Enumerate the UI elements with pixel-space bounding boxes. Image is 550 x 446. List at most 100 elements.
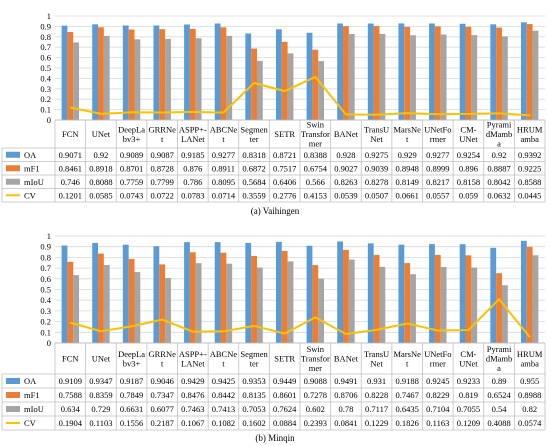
category-label-swin-transformer: mer [309,363,322,373]
cell-cv-swin-transformer: 0.4153 [304,190,327,200]
bar-oa-grrnet [153,246,160,343]
y-tick-label: 0.6 [40,274,51,284]
bar-miou-setr [287,261,294,343]
cell-miou-pyramidmamba: 0.54 [492,404,508,414]
bar-mf1-marsnet [404,263,411,343]
bar-miou-banet [348,259,355,343]
category-label-cm-unet: CM- [460,349,476,359]
cell-cv-unetformer: 0.1163 [426,418,449,428]
cell-oa-marsnet: 0.9188 [396,376,419,386]
cell-cv-pyramidmamba: 0.0632 [487,190,510,200]
cell-mf1-abcnet: 0.8911 [212,163,235,173]
category-label-marsnet: t [406,358,409,368]
category-label-unetformer: UNetFo [424,124,451,134]
bar-mf1-fcn [67,261,74,343]
cell-oa-unet: 0.92 [94,150,109,160]
cell-miou-unet: 0.729 [91,404,110,414]
category-label-aspp-lanet: LANet [181,134,205,144]
legend-key-miou [6,406,20,412]
bar-miou-transunet [379,266,386,343]
cell-cv-segmenter: 0.3559 [242,190,265,200]
cell-cv-unet: 0.1103 [89,418,112,428]
cell-mf1-hrumamba: 0.9225 [518,163,541,173]
bar-oa-aspp-lanet [184,24,190,121]
category-label-pyramidmamba: Pyrami [487,120,512,130]
category-label-pyramidmamba: dMamb [486,354,512,364]
category-label-aspp-lanet: ASPP+- [179,124,207,134]
bar-mf1-unetformer [434,26,441,120]
bar-miou-abcnet [226,35,233,121]
cell-oa-banet: 0.9491 [334,376,357,386]
cell-mf1-cm-unet: 0.819 [459,390,478,400]
cell-miou-fcn: 0.746 [61,177,80,187]
cell-miou-grrnet: 0.6077 [151,404,174,414]
cell-miou-setr: 0.6406 [273,177,296,187]
cell-cv-abcnet: 0.1082 [212,418,235,428]
category-label-hrumamba: amba [520,358,539,368]
cell-cv-aspp-lanet: 0.0783 [181,190,204,200]
category-label-deeplabv3: bv3+ [123,134,141,144]
cell-cv-grrnet: 0.0722 [151,190,174,200]
category-label-segmenter: Segmen [240,349,268,359]
point-cv-cm-unet [467,113,470,115]
legend-label-miou: mIoU [24,404,44,414]
bar-oa-deeplabv3 [122,244,129,343]
y-tick-label: 0.9 [40,21,51,31]
point-cv-aspp-lanet [192,330,194,333]
bar-miou-deeplabv3 [134,39,141,121]
y-tick-label: 0.5 [40,285,51,295]
cell-mf1-hrumamba: 0.8988 [518,390,541,400]
point-cv-setr [283,90,286,92]
bar-oa-cm-unet [459,244,466,343]
cell-oa-pyramidmamba: 0.92 [492,150,507,160]
y-tick-label: 0.5 [40,63,51,73]
point-cv-grrnet [161,111,163,114]
bar-mf1-hrumamba [526,24,533,121]
bar-miou-aspp-lanet [195,263,202,343]
cell-miou-grrnet: 0.7799 [151,177,174,187]
category-label-hrumamba: amba [520,134,539,144]
cell-oa-deeplabv3: 0.9089 [120,150,143,160]
bar-oa-marsnet [398,23,405,120]
cell-miou-deeplabv3: 0.6631 [120,404,143,414]
bar-miou-transunet [379,33,386,120]
category-label-fcn: FCN [62,354,79,364]
cell-oa-hrumamba: 0.955 [520,376,539,386]
category-label-abcnet: t [222,134,225,144]
cell-miou-aspp-lanet: 0.786 [183,177,202,187]
y-tick-label: 1 [47,11,51,21]
point-cv-unet [100,113,102,115]
bar-mf1-transunet [373,254,380,343]
point-cv-banet [345,113,347,116]
bar-miou-hrumamba [532,30,539,120]
point-cv-deeplabv3 [130,325,133,328]
category-label-banet: BANet [334,129,359,139]
cell-miou-unetformer: 0.7104 [426,404,450,414]
category-label-aspp-lanet: ASPP+- [179,349,207,359]
category-label-aspp-lanet: LANet [181,358,205,368]
point-cv-unetformer [437,113,439,116]
cell-cv-marsnet: 0.0661 [396,190,419,200]
cell-miou-swin-transformer: 0.602 [306,404,325,414]
cell-oa-marsnet: 0.929 [398,150,417,160]
bar-oa-banet [337,23,344,121]
bar-miou-deeplabv3 [134,272,141,343]
cell-miou-abcnet: 0.8095 [212,177,235,187]
cell-miou-cm-unet: 0.7055 [457,404,480,414]
cell-mf1-unet: 0.8359 [89,390,112,400]
legend-key-oa [6,151,20,158]
cell-miou-deeplabv3: 0.7759 [120,177,143,187]
cell-miou-unetformer: 0.8217 [426,177,449,187]
cell-oa-transunet: 0.9275 [365,150,388,160]
legend-label-mf1: mF1 [24,163,40,173]
bar-miou-unet [103,264,110,343]
y-tick-label: 0 [47,338,51,348]
point-cv-unetformer [437,329,439,332]
cell-oa-pyramidmamba: 0.89 [492,376,507,386]
cell-oa-abcnet: 0.9277 [212,150,235,160]
cell-miou-swin-transformer: 0.566 [306,177,325,187]
y-tick-label: 0.9 [40,242,51,252]
category-label-grrnet: t [161,358,164,368]
bar-oa-segmenter [245,33,252,121]
caption-minqin: (b) Minqin [255,433,295,443]
